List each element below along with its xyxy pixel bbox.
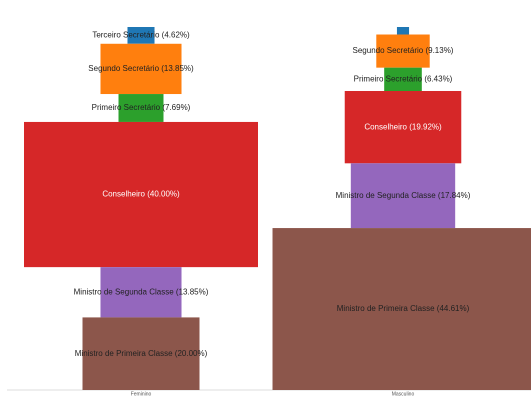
funnel-segment (118, 94, 164, 122)
x-axis-label: Masculino (392, 391, 415, 396)
funnel-segment (272, 228, 531, 390)
segment-label: Primeiro Secretário (7.69%) (92, 103, 191, 112)
funnel-segment (100, 267, 182, 318)
funnel-segment (344, 90, 462, 164)
funnel-segment (384, 67, 422, 91)
funnel-segment (24, 121, 258, 268)
x-axis-label: Feminino (131, 391, 152, 396)
segment-label: Ministro de Segunda Classe (13.85%) (74, 287, 209, 296)
funnel-segment (376, 34, 430, 68)
segment-label: Primeiro Secretário (6.43%) (354, 74, 453, 83)
funnel-segment (396, 27, 410, 35)
funnel-segment (82, 317, 200, 390)
segment-label: Segundo Secretário (9.13%) (353, 46, 454, 55)
segment-label: Conselheiro (19.92%) (364, 122, 442, 131)
segment-label: Conselheiro (40.00%) (102, 190, 180, 199)
funnel-segment (350, 163, 456, 229)
funnel-segment (100, 43, 182, 95)
segment-label: Ministro de Primeira Classe (44.61%) (337, 304, 470, 313)
segment-label: Segundo Secretário (13.85%) (88, 64, 194, 73)
funnel-segment (127, 27, 155, 44)
segment-label: Terceiro Secretário (4.62%) (92, 30, 190, 39)
segment-label: Ministro de Primeira Classe (20.00%) (75, 349, 208, 358)
segment-label: Ministro de Segunda Classe (17.84%) (336, 191, 471, 200)
